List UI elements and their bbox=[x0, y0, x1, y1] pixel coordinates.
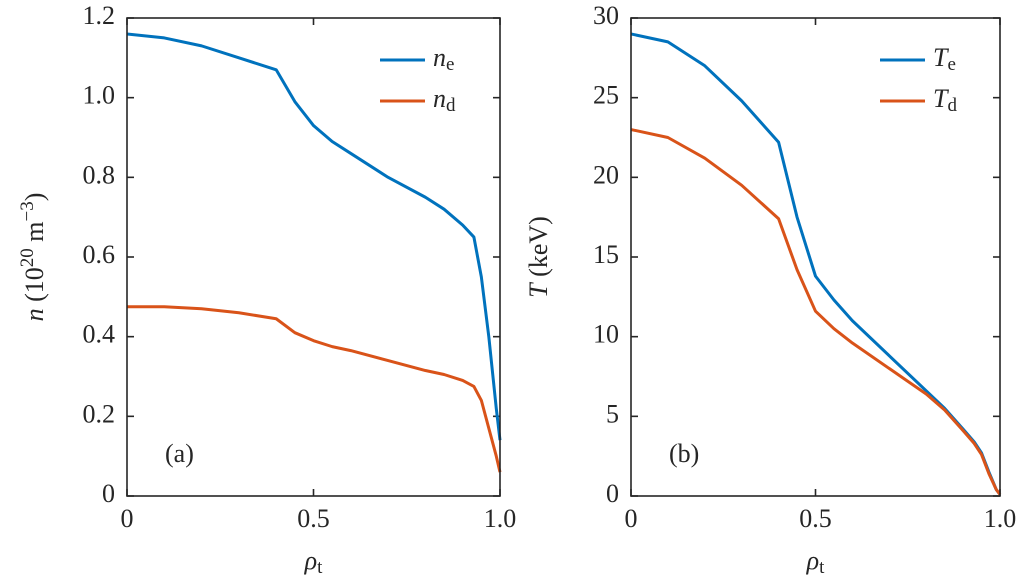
label-part: d bbox=[947, 95, 957, 116]
label-part: T bbox=[933, 84, 949, 113]
series-line bbox=[630, 128, 1002, 496]
y-tick-label: 0 bbox=[102, 479, 115, 508]
label-part: m bbox=[20, 221, 49, 248]
y-tick-label: 1.0 bbox=[83, 81, 116, 110]
plot-frame bbox=[630, 17, 1001, 497]
x-tick-label: 0 bbox=[625, 504, 638, 533]
label-part: T bbox=[933, 43, 949, 72]
label-part: (10 bbox=[20, 267, 49, 308]
label-part: n bbox=[20, 308, 49, 321]
label-part: t bbox=[317, 557, 323, 578]
label-part: (keV) bbox=[524, 216, 553, 283]
x-tick-label: 0 bbox=[121, 504, 134, 533]
y-tick-label: 15 bbox=[593, 240, 619, 269]
label-part: t bbox=[819, 557, 825, 578]
series-line bbox=[126, 32, 502, 441]
label-part: −3 bbox=[17, 201, 38, 221]
panel-annotation: (a) bbox=[165, 439, 194, 468]
legend-label: ne bbox=[433, 43, 454, 75]
legend-label: Td bbox=[933, 84, 957, 116]
y-tick-label: 0 bbox=[606, 479, 619, 508]
y-tick-label: 20 bbox=[593, 160, 619, 189]
panel-annotation: (b) bbox=[669, 439, 699, 468]
y-tick-label: 25 bbox=[593, 81, 619, 110]
y-tick-label: 0.8 bbox=[83, 160, 116, 189]
label-part: e bbox=[446, 54, 454, 75]
label-part: n bbox=[433, 43, 446, 72]
y-axis-label: T (keV) bbox=[524, 216, 553, 298]
label-part: ) bbox=[20, 193, 49, 202]
legend-label: Te bbox=[933, 43, 956, 75]
x-tick-label: 1.0 bbox=[484, 504, 517, 533]
series-line bbox=[127, 305, 502, 473]
label-part: 20 bbox=[17, 248, 38, 267]
x-axis-label: ρt bbox=[806, 546, 825, 578]
x-tick-label: 1.0 bbox=[984, 504, 1017, 533]
label-part: e bbox=[947, 54, 955, 75]
label-part: ρ bbox=[806, 546, 819, 575]
label-part: ρ bbox=[304, 546, 317, 575]
y-tick-label: 30 bbox=[593, 1, 619, 30]
plot-frame bbox=[126, 17, 501, 497]
y-tick-label: 0.4 bbox=[83, 320, 116, 349]
x-tick-label: 0.5 bbox=[297, 504, 330, 533]
label-part: n bbox=[433, 84, 446, 113]
y-axis-label: n (1020 m−3) bbox=[17, 193, 49, 322]
x-tick-label: 0.5 bbox=[799, 504, 832, 533]
y-tick-label: 5 bbox=[606, 399, 619, 428]
y-tick-label: 0.2 bbox=[83, 399, 116, 428]
legend-label: nd bbox=[433, 84, 456, 116]
y-tick-label: 1.2 bbox=[83, 1, 116, 30]
y-tick-label: 0.6 bbox=[83, 240, 116, 269]
x-axis-label: ρt bbox=[304, 546, 323, 578]
label-part: d bbox=[446, 95, 456, 116]
y-tick-label: 10 bbox=[593, 320, 619, 349]
label-part: T bbox=[524, 282, 553, 298]
